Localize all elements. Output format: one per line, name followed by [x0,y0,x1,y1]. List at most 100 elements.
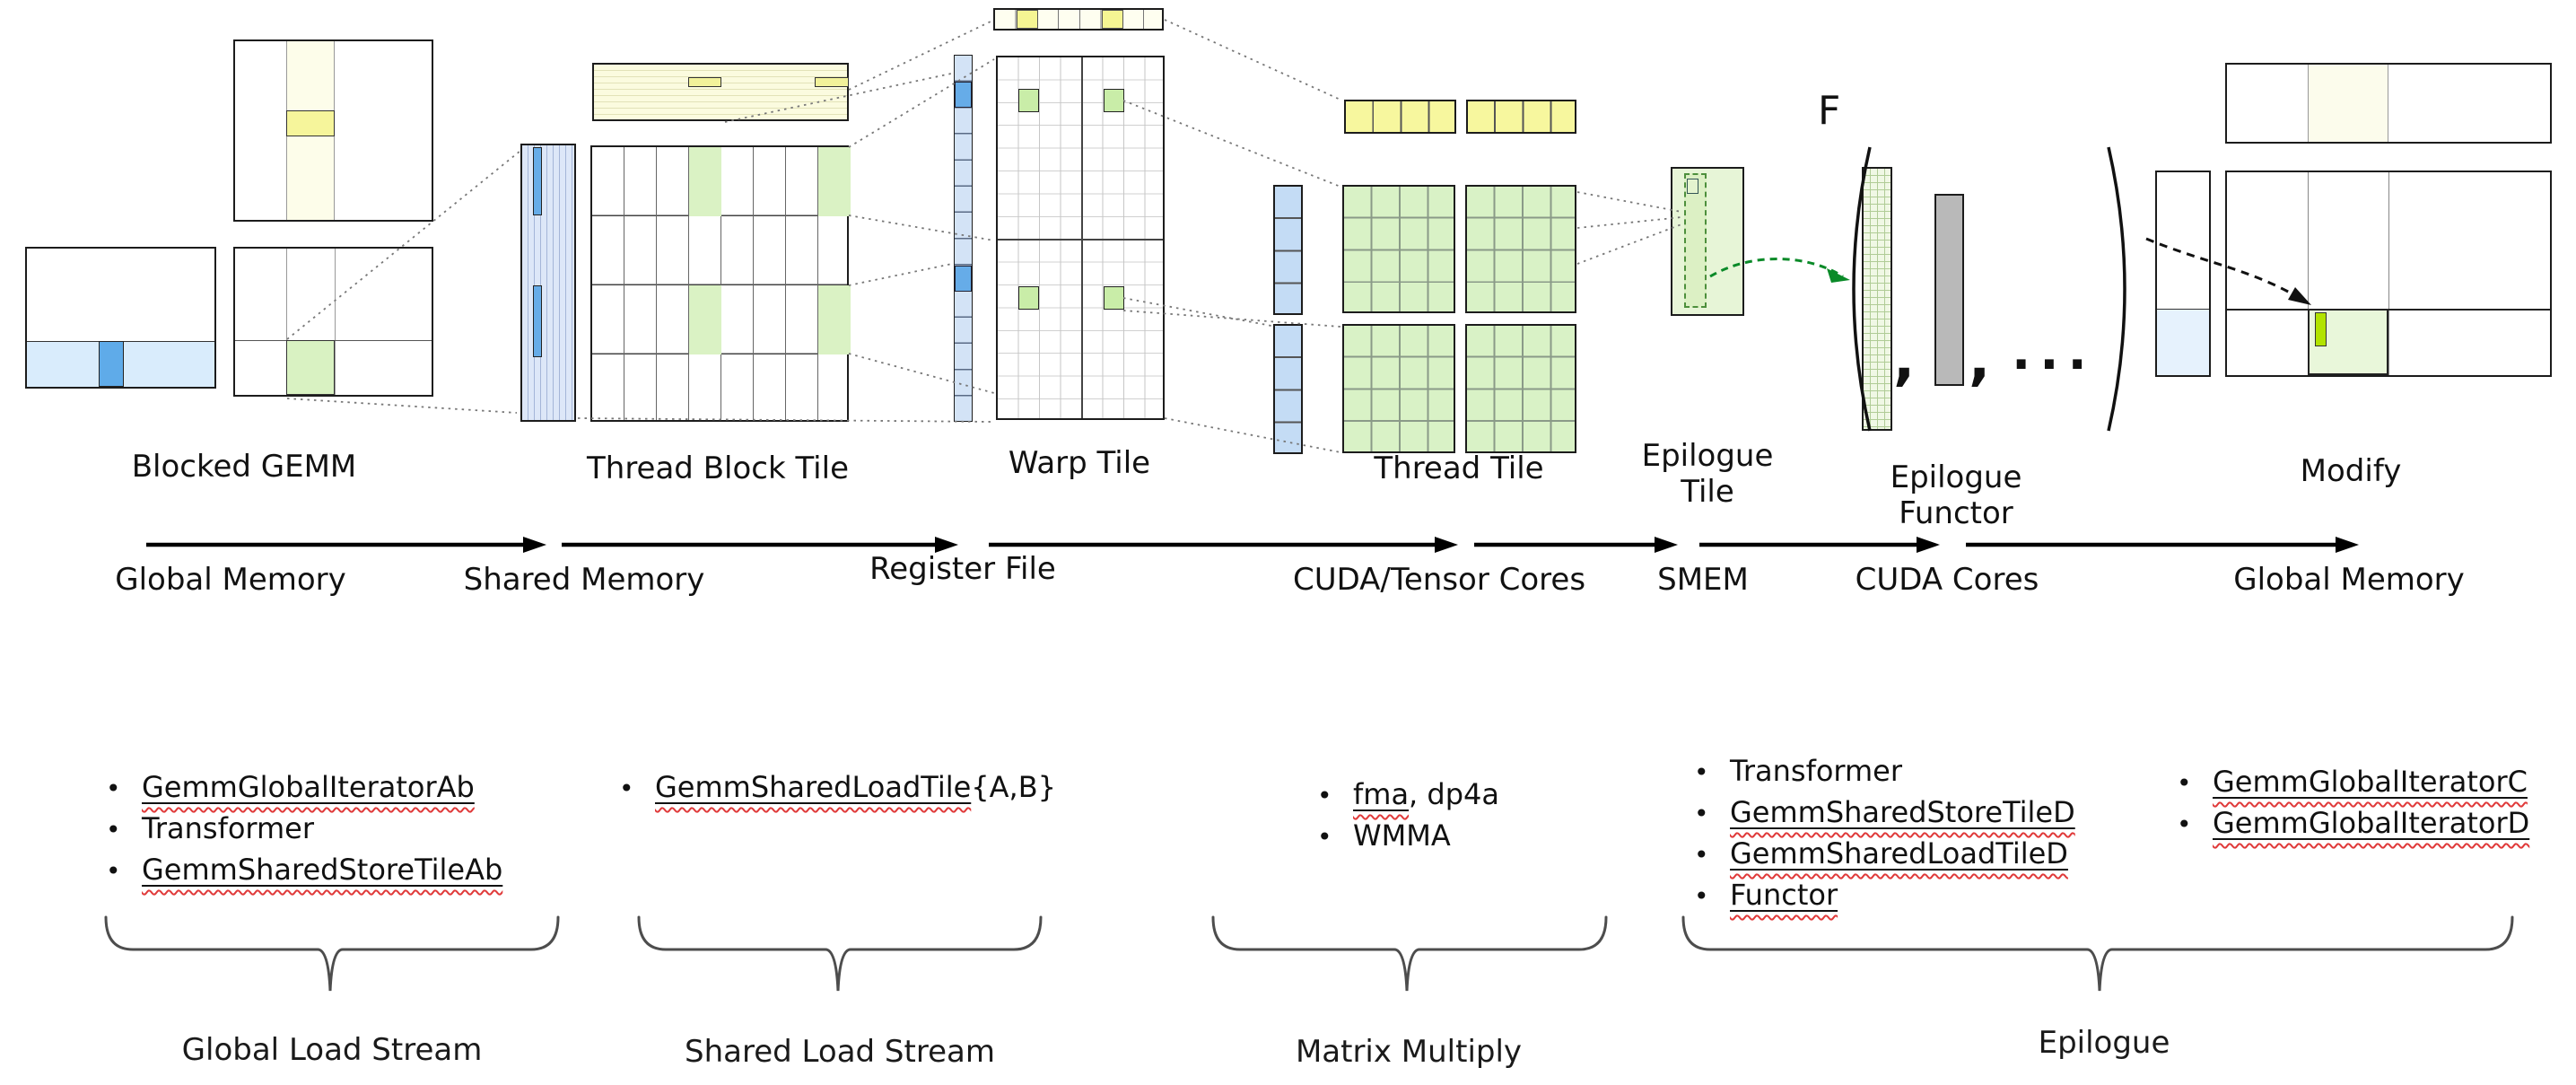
functor-arg-accumulator-column [1862,167,1892,431]
list-text: Transformer [142,811,315,845]
warp-b-highlight [1017,10,1038,29]
list-text-underlined: GemmGlobalIteratorC [2213,765,2528,799]
tb-green-cell [689,285,721,354]
list-text: Transformer [1730,754,1903,788]
thread-block-c-grid [590,145,851,422]
epilogue-tile-column [1684,173,1707,308]
list-text-underlined: GemmGlobalIteratorD [2213,806,2530,840]
bullet-icon: • [1694,799,1709,828]
bullet-icon: • [1694,881,1709,911]
thread-c-grid-3 [1342,324,1455,453]
label-blocked-gemm: Blocked GEMM [131,449,357,485]
modify-b-column [2308,65,2388,142]
label-epilogue-functor-line1: Epilogue [1890,459,2022,495]
thread-c-grid-1 [1342,185,1455,313]
list-item: • fma, dp4a [1317,777,1499,811]
list-item: • GemmSharedStoreTileD [1694,795,2075,829]
thread-a-strip-1 [1273,185,1303,315]
warp-c-grid [996,56,1165,420]
list-item: • Transformer [106,811,314,845]
thread-b-strip-1 [1344,100,1456,134]
label-thread-tile: Thread Tile [1374,451,1544,486]
smem-a-tile [520,144,576,422]
thread-a-strip-2 [1273,324,1303,454]
list-text-underlined: GemmGlobalIteratorAb [142,770,475,804]
tb-green-cell [818,147,851,216]
label-global-load-stream: Global Load Stream [181,1032,483,1068]
tb-green-cell [818,285,851,354]
list-item: • GemmGlobalIteratorC [2177,765,2528,799]
flow-label-register-file: Register File [869,551,1056,587]
label-epilogue-stream: Epilogue [2038,1025,2170,1061]
label-epilogue-tile: Epilogue Tile [1573,438,1842,510]
functor-arg-source-column [1934,194,1964,386]
list-item: • GemmSharedStoreTileAb [106,853,502,887]
grid-line [335,249,336,395]
label-matrix-multiply: Matrix Multiply [1295,1034,1523,1070]
smem-a-fragment-2 [533,285,542,357]
label-warp-tile: Warp Tile [1008,445,1151,481]
matrix-c-block [286,340,335,395]
flow-label-global-memory-1: Global Memory [115,562,346,598]
flow-label-shared-memory: Shared Memory [463,562,705,598]
smem-b-tile [592,63,849,121]
label-shared-load-stream: Shared Load Stream [685,1034,995,1070]
warp-grid-divider-h [998,239,1163,241]
warp-green-cell [1104,89,1124,112]
blocked-gemm-matrix-b [233,39,433,222]
smem-b-fragment-1 [688,77,721,87]
tb-green-cell [689,147,721,216]
list-item: • Transformer [1694,754,1902,788]
list-text: WMMA [1353,818,1451,853]
list-text: {A,B} [971,770,1057,804]
smem-a-fragment-1 [533,147,542,215]
bullet-icon: • [106,815,121,844]
bullet-icon: • [1317,781,1332,810]
label-modify: Modify [2300,453,2402,489]
thread-c-grid-2 [1465,185,1576,313]
flow-label-global-memory-2: Global Memory [2233,562,2465,598]
list-item: • GemmGlobalIteratorAb [106,770,475,804]
functor-comma-1: , [1893,327,1916,393]
epilogue-tile [1671,167,1744,316]
list-text-underlined: fma [1353,777,1410,811]
list-text-underlined: GemmSharedStoreTileAb [142,853,503,887]
warp-green-cell [1018,89,1039,112]
thread-c-grid-4 [1465,324,1576,453]
bullet-icon: • [2177,768,2192,798]
functor-comma-2: , [1969,327,1991,393]
modify-matrix-b [2225,63,2552,144]
blocked-gemm-matrix-c [233,247,433,397]
rf-a-highlight [955,266,972,292]
list-item: • Functor [1694,878,1838,912]
smem-b-fragment-2 [815,77,849,87]
grid-line [2308,172,2309,375]
list-text-underlined: Functor [1730,878,1838,912]
list-item: • GemmGlobalIteratorD [2177,806,2529,840]
warp-green-cell [1104,286,1124,310]
modify-a-blue-row [2157,309,2209,375]
modify-matrix-c [2225,171,2552,377]
bullet-icon: • [1694,757,1709,787]
functor-f-symbol: F [1818,88,1841,134]
bullet-icon: • [1317,822,1332,852]
flow-label-cuda-tensor-cores: CUDA/Tensor Cores [1292,562,1586,598]
rf-a-highlight [955,82,972,108]
list-text-underlined: GemmSharedLoadTile [655,770,972,804]
matrix-a-block [99,341,124,387]
warp-grid-divider-v [1081,57,1083,418]
flow-label-cuda-cores: CUDA Cores [1855,562,2039,598]
matrix-b-block [286,110,335,136]
list-item: • WMMA [1317,818,1451,853]
bullet-icon: • [2177,809,2192,839]
bullet-icon: • [619,774,634,803]
stream-braces [104,915,2514,992]
bullet-icon: • [106,856,121,886]
list-item: • GemmSharedLoadTile{A,B} [619,770,1056,804]
grid-line [2388,172,2389,375]
blocked-gemm-matrix-a [25,247,216,389]
label-thread-block-tile: Thread Block Tile [587,451,849,486]
functor-ellipsis: ··· [2012,336,2096,394]
list-text: , dp4a [1409,777,1499,811]
